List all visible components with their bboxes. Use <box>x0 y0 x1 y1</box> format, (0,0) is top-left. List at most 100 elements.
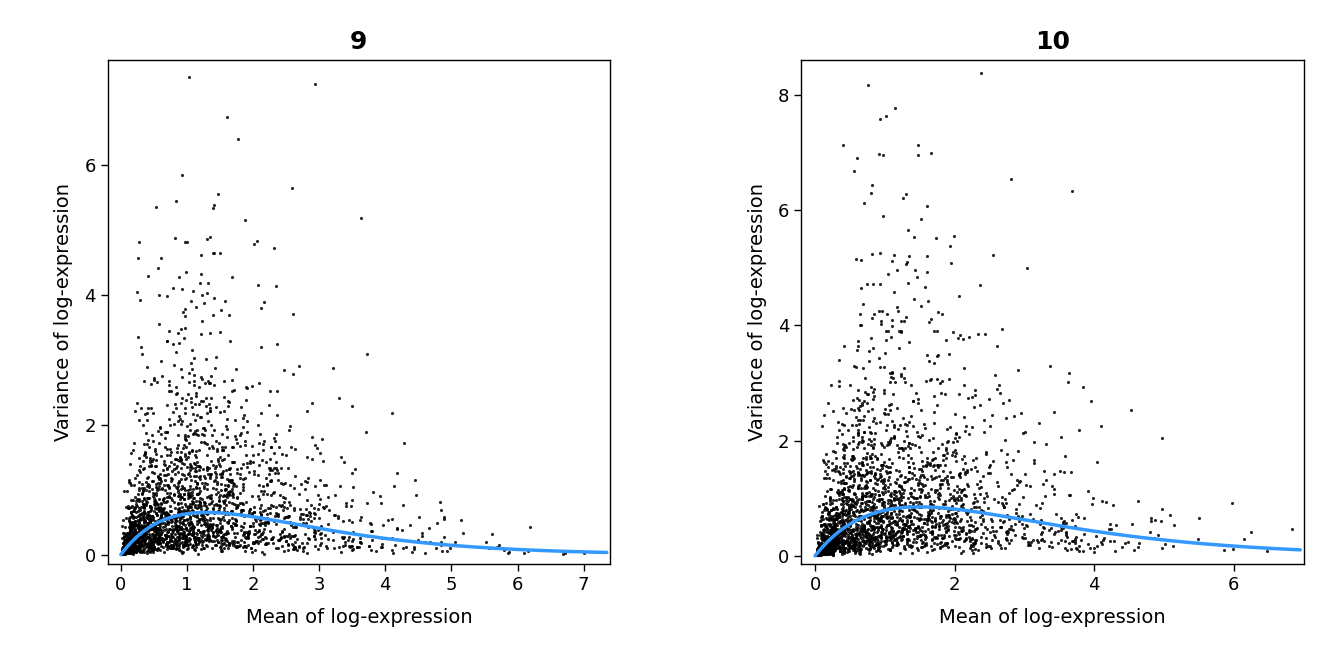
Point <box>945 428 966 439</box>
Point <box>976 539 997 550</box>
Point <box>896 420 918 431</box>
Point <box>899 511 921 521</box>
Point <box>200 469 222 480</box>
Point <box>827 510 848 521</box>
Point <box>866 538 887 549</box>
Point <box>821 544 843 554</box>
Point <box>870 532 891 542</box>
Point <box>175 531 196 542</box>
Point <box>874 528 895 538</box>
Point <box>250 518 271 529</box>
Point <box>814 541 836 552</box>
Point <box>879 461 900 472</box>
Point <box>319 504 340 515</box>
Point <box>820 542 841 552</box>
Point <box>254 505 276 515</box>
Point <box>848 537 870 548</box>
Point <box>1012 491 1034 502</box>
Point <box>918 523 939 534</box>
Point <box>257 538 278 549</box>
Point <box>872 505 894 515</box>
Point <box>171 457 192 468</box>
Point <box>249 437 270 448</box>
Point <box>821 548 843 558</box>
Point <box>818 499 840 509</box>
Point <box>847 511 868 522</box>
Point <box>168 337 190 348</box>
Point <box>825 528 847 539</box>
Point <box>905 525 926 536</box>
X-axis label: Mean of log-expression: Mean of log-expression <box>939 608 1165 627</box>
Point <box>220 505 242 516</box>
Point <box>247 419 269 430</box>
Point <box>145 499 167 510</box>
Point <box>874 404 895 415</box>
Point <box>129 540 151 550</box>
Point <box>151 499 172 509</box>
Point <box>332 540 353 551</box>
Point <box>157 519 179 530</box>
Point <box>125 520 146 531</box>
Point <box>128 532 149 542</box>
Point <box>210 526 231 537</box>
Point <box>203 203 224 214</box>
Point <box>199 327 220 338</box>
Point <box>116 545 137 556</box>
Point <box>176 523 198 534</box>
Point <box>239 521 261 532</box>
Point <box>118 542 140 552</box>
Point <box>124 516 145 527</box>
Point <box>813 542 835 552</box>
Point <box>833 484 855 495</box>
Point <box>917 201 938 212</box>
Point <box>820 525 841 536</box>
Point <box>192 290 214 300</box>
Point <box>184 502 206 513</box>
Point <box>184 532 206 542</box>
Point <box>883 433 905 444</box>
Point <box>860 333 882 344</box>
Point <box>142 475 164 486</box>
Point <box>132 479 153 490</box>
Point <box>821 534 843 545</box>
Point <box>141 544 163 555</box>
Point <box>121 532 142 542</box>
Point <box>821 521 843 532</box>
Point <box>896 536 918 547</box>
Point <box>243 507 265 517</box>
Point <box>829 461 851 472</box>
Point <box>113 549 134 560</box>
Point <box>183 427 204 438</box>
Point <box>249 378 270 388</box>
Point <box>267 468 289 478</box>
Point <box>859 462 880 472</box>
Point <box>862 537 883 548</box>
Point <box>190 372 211 382</box>
Point <box>211 521 233 532</box>
Point <box>282 308 304 319</box>
Point <box>124 506 145 517</box>
Point <box>853 522 875 533</box>
Point <box>171 522 192 533</box>
Point <box>1035 438 1056 449</box>
Point <box>1055 450 1077 461</box>
Point <box>149 512 171 523</box>
Point <box>810 546 832 557</box>
Point <box>922 433 943 444</box>
Point <box>848 405 870 415</box>
Point <box>168 505 190 515</box>
Point <box>866 478 887 489</box>
Point <box>120 448 141 458</box>
Point <box>1047 538 1068 548</box>
Point <box>126 511 148 521</box>
Point <box>818 542 840 552</box>
Point <box>828 528 849 538</box>
Point <box>999 524 1020 535</box>
Point <box>961 515 982 526</box>
Point <box>128 519 149 530</box>
Point <box>1128 538 1149 548</box>
Point <box>884 48 906 58</box>
Point <box>836 471 857 482</box>
Point <box>176 538 198 549</box>
Point <box>301 431 323 442</box>
